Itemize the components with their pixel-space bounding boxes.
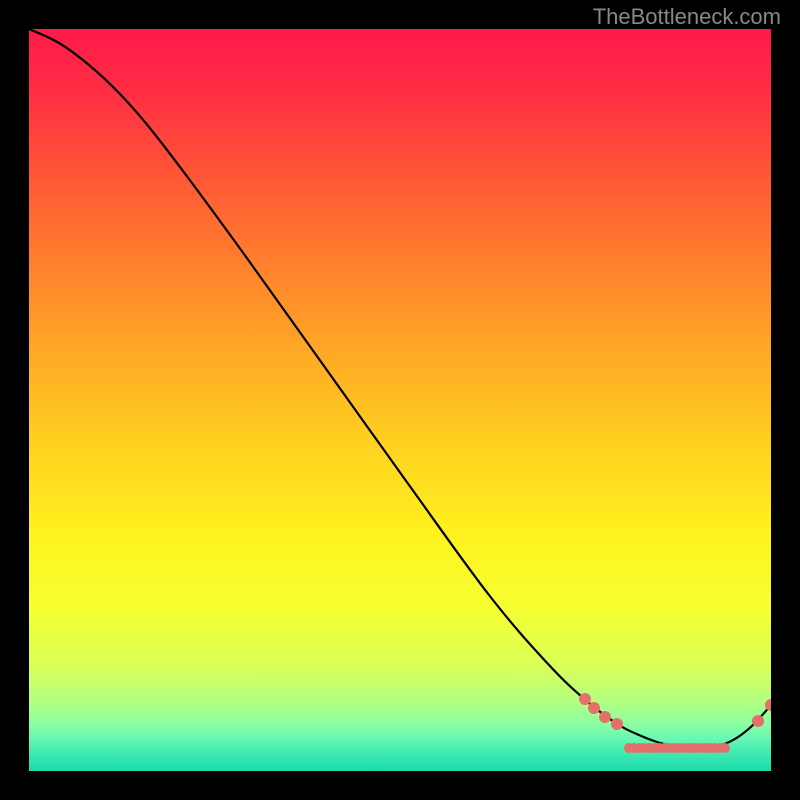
chart-stage: TheBottleneck.com [0,0,800,800]
plot-area [29,29,771,771]
data-marker [611,718,623,730]
data-marker [765,699,771,711]
bottleneck-curve [29,29,771,749]
data-marker [752,715,764,727]
data-marker [720,743,730,753]
curve-layer [29,29,771,771]
marker-group [579,693,771,753]
data-marker [599,711,611,723]
data-marker [588,702,600,714]
data-marker [579,693,591,705]
watermark-text: TheBottleneck.com [593,4,781,30]
